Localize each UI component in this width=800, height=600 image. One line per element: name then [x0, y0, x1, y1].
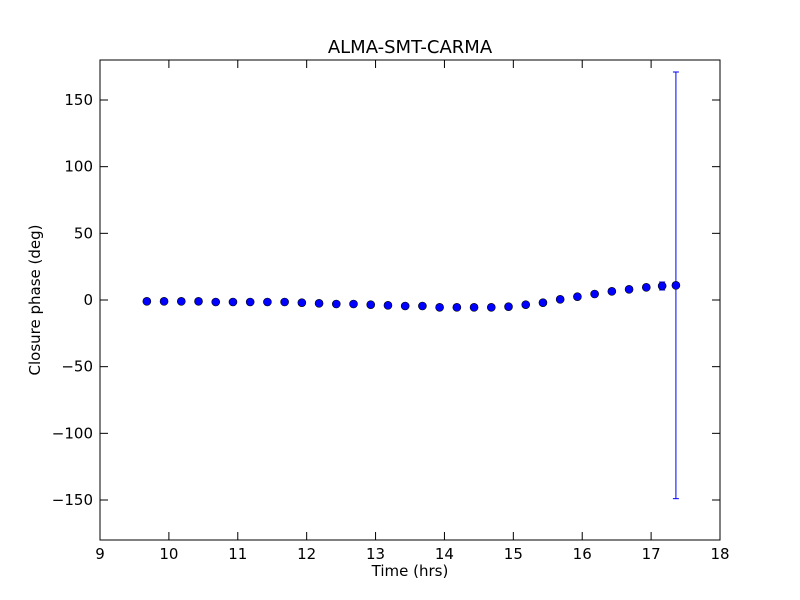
- data-point: [555, 295, 565, 304]
- data-point: [504, 302, 513, 311]
- y-tick-label: 100: [64, 158, 93, 176]
- data-point: [211, 297, 221, 307]
- y-tick-label: 0: [83, 291, 93, 309]
- data-point: [263, 297, 272, 307]
- data-point: [280, 297, 289, 307]
- chart-title: ALMA-SMT-CARMA: [328, 37, 493, 58]
- data-point: [297, 298, 307, 307]
- x-tick-label: 17: [642, 545, 661, 563]
- y-axis-label: Closure phase (deg): [26, 225, 44, 376]
- marker-layer: [142, 281, 681, 312]
- data-point: [194, 297, 203, 306]
- y-tick-label: 50: [74, 224, 93, 242]
- x-tick-label: 12: [297, 545, 316, 563]
- data-point: [521, 300, 531, 309]
- data-point: [469, 303, 479, 312]
- data-point: [418, 301, 427, 311]
- y-tick-label: −150: [52, 491, 93, 509]
- x-tick-label: 11: [228, 545, 247, 563]
- y-tick-label: 150: [64, 91, 93, 109]
- data-point: [573, 292, 582, 301]
- x-tick-label: 16: [573, 545, 592, 563]
- x-tick-label: 10: [159, 545, 178, 563]
- y-tick-label: −50: [61, 358, 93, 376]
- x-axis-label: Time (hrs): [371, 562, 449, 580]
- data-point: [538, 298, 548, 307]
- data-point: [400, 301, 410, 311]
- x-tick-label: 15: [504, 545, 523, 563]
- data-point: [657, 281, 667, 291]
- data-point: [590, 289, 599, 299]
- data-point: [159, 297, 169, 306]
- data-point: [435, 303, 444, 312]
- data-point: [142, 297, 152, 306]
- data-point: [314, 299, 324, 308]
- data-point: [671, 281, 681, 290]
- plot-area: [100, 60, 720, 540]
- x-tick-label: 13: [366, 545, 385, 563]
- data-point: [452, 303, 462, 312]
- x-axis: 9 10 11 12 13 14 15 16 17 18: [95, 60, 730, 563]
- data-point: [228, 297, 238, 307]
- data-point: [624, 285, 634, 294]
- data-point: [176, 297, 186, 306]
- data-point: [366, 300, 376, 309]
- data-point: [607, 287, 617, 296]
- x-tick-label: 9: [95, 545, 105, 563]
- y-axis: 150 100 50 0 −50 −100 −150: [52, 91, 720, 509]
- data-point: [245, 297, 255, 307]
- data-point: [641, 283, 651, 292]
- data-point: [331, 299, 341, 309]
- data-point: [486, 303, 496, 312]
- x-tick-label: 14: [435, 545, 454, 563]
- data-point: [383, 301, 393, 310]
- x-tick-label: 18: [710, 545, 729, 563]
- y-tick-label: −100: [52, 424, 93, 442]
- data-point: [349, 299, 358, 309]
